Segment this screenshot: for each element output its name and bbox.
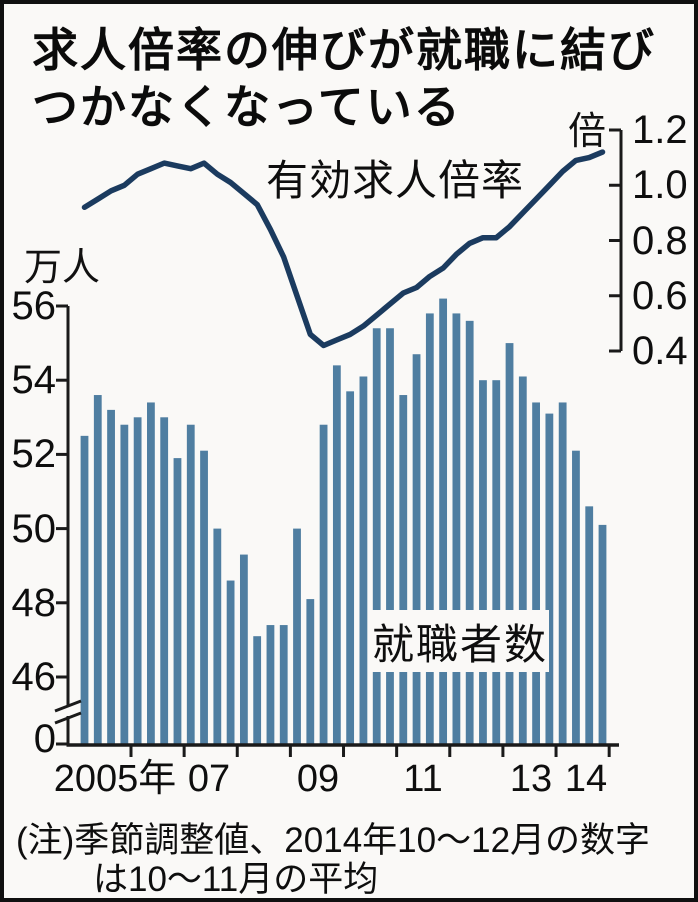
bar-2005Q1: [80, 435, 89, 745]
bar-2014Q1: [558, 402, 567, 745]
left-axis-label-50: 50: [11, 506, 57, 551]
bar-2011Q3: [425, 313, 434, 745]
bar-2007Q3: [213, 528, 222, 745]
bar-2012Q4: [492, 380, 501, 745]
bar-2008Q4: [279, 625, 288, 745]
left-axis-label-54: 54: [11, 358, 57, 403]
right-axis-label-0.6: 0.6: [632, 273, 688, 318]
footnote-line2: は10～11月の平均: [93, 860, 379, 899]
bar-2014Q4: [598, 524, 607, 745]
left-axis-unit-label: 万人: [24, 247, 101, 289]
bar-2009Q2: [306, 599, 315, 745]
bar-2010Q3: [372, 328, 381, 745]
bar-2007Q4: [226, 580, 235, 745]
bar-2010Q4: [386, 328, 394, 745]
bar-2009Q3: [319, 424, 328, 745]
bar-series-label-box: 就職者数: [371, 610, 549, 672]
bar-2013Q2: [518, 376, 527, 745]
chart-title: 求人倍率の伸びが就職に結び つかなくなっている: [32, 22, 682, 136]
bar-2014Q3: [585, 506, 594, 745]
chart-title-line2: つかなくなっている: [32, 81, 462, 133]
bar-2007Q1: [186, 424, 195, 745]
left-axis-label-46: 46: [11, 655, 57, 699]
bar-2005Q3: [107, 409, 115, 745]
bar-series-label: 就職者数: [371, 620, 548, 668]
left-axis-label-52: 52: [11, 432, 57, 477]
x-axis-label-14: 14: [564, 758, 608, 800]
left-axis-label-0: 0: [33, 717, 56, 761]
bar-2012Q2: [465, 320, 474, 745]
line-series-label: 有効求人倍率: [266, 157, 525, 204]
right-axis-label-0.8: 0.8: [632, 218, 688, 263]
bar-2005Q4: [120, 424, 129, 745]
bar-2006Q2: [147, 402, 155, 745]
left-axis-label-48: 48: [11, 580, 57, 625]
bar-2014Q2: [572, 450, 580, 745]
left-axis-label-56: 56: [11, 284, 57, 328]
chart-title-line1: 求人倍率の伸びが就職に結び: [32, 24, 656, 76]
bar-2010Q2: [359, 376, 368, 745]
bar-2009Q4: [332, 365, 341, 745]
right-axis-label-0.4: 0.4: [632, 329, 688, 373]
bar-2006Q3: [160, 417, 169, 745]
bar-2013Q3: [532, 402, 540, 745]
footnote-line1: (注)季節調整値、2014年10～12月の数字: [16, 821, 651, 860]
bar-2008Q2: [253, 636, 262, 745]
x-axis-label-13: 13: [509, 758, 553, 800]
right-axis-label-1.2: 1.2: [632, 108, 688, 152]
bar-2008Q3: [266, 625, 275, 745]
axis-break-mark-2: [54, 711, 82, 725]
bar-2006Q4: [173, 458, 182, 745]
x-axis-label-07: 07: [187, 758, 231, 800]
bar-2005Q2: [93, 395, 102, 745]
axis-break-mark-1: [54, 699, 82, 713]
bar-2008Q1: [239, 554, 248, 745]
bar-2012Q3: [479, 380, 487, 745]
bar-2010Q1: [346, 391, 355, 745]
bar-2011Q1: [399, 395, 408, 745]
bar-2007Q2: [200, 450, 208, 745]
right-axis-unit-label: 倍: [568, 111, 607, 153]
bar-2011Q2: [412, 354, 421, 745]
x-axis-label-2005年: 2005年: [53, 758, 177, 800]
line-series-path: [81, 149, 606, 349]
right-axis-label-1.0: 1.0: [632, 163, 688, 208]
bar-2011Q4: [439, 298, 448, 745]
bar-2009Q1: [293, 528, 301, 745]
x-axis-label-09: 09: [296, 758, 340, 800]
x-axis-label-11: 11: [403, 758, 443, 800]
bar-2012Q1: [452, 313, 461, 745]
bar-2006Q1: [133, 417, 142, 745]
bar-2013Q1: [505, 343, 514, 745]
bar-2013Q4: [545, 413, 554, 745]
footnote: (注)季節調整値、2014年10～12月の数字 は10～11月の平均: [16, 821, 688, 899]
